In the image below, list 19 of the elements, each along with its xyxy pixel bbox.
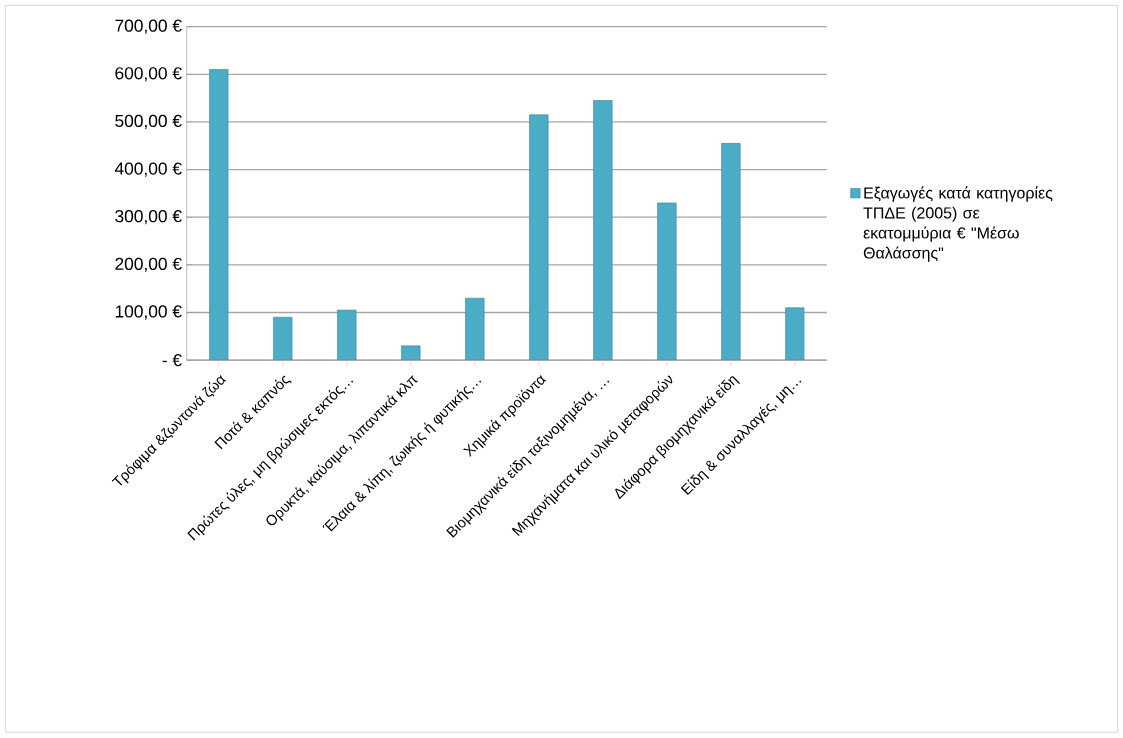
- legend-label: Εξαγωγές κατά κατηγορίες ΤΠΔΕ (2005) σε εκατομμύρια € "Μέσω Θαλάσσης": [863, 186, 1053, 262]
- y-tick-label: 600,00 €: [115, 67, 182, 82]
- bar: [401, 345, 421, 361]
- y-tick-label: 200,00 €: [115, 257, 182, 273]
- y-tick-label: 100,00 €: [115, 305, 182, 320]
- y-tick-label: 400,00 €: [114, 162, 182, 177]
- y-tick-label: - €: [162, 354, 182, 367]
- y-tick-label: 500,00 €: [115, 114, 182, 130]
- y-tick-label: 300,00 €: [115, 210, 182, 225]
- bar: [273, 317, 293, 361]
- y-tick-label: 700,00 €: [115, 19, 182, 35]
- bar: [721, 143, 741, 361]
- bar: [465, 298, 485, 361]
- bar: [209, 69, 229, 361]
- bar: [593, 100, 613, 361]
- bar: [657, 202, 677, 361]
- bar: [337, 310, 357, 361]
- bar: [785, 307, 805, 361]
- bar: [529, 114, 549, 361]
